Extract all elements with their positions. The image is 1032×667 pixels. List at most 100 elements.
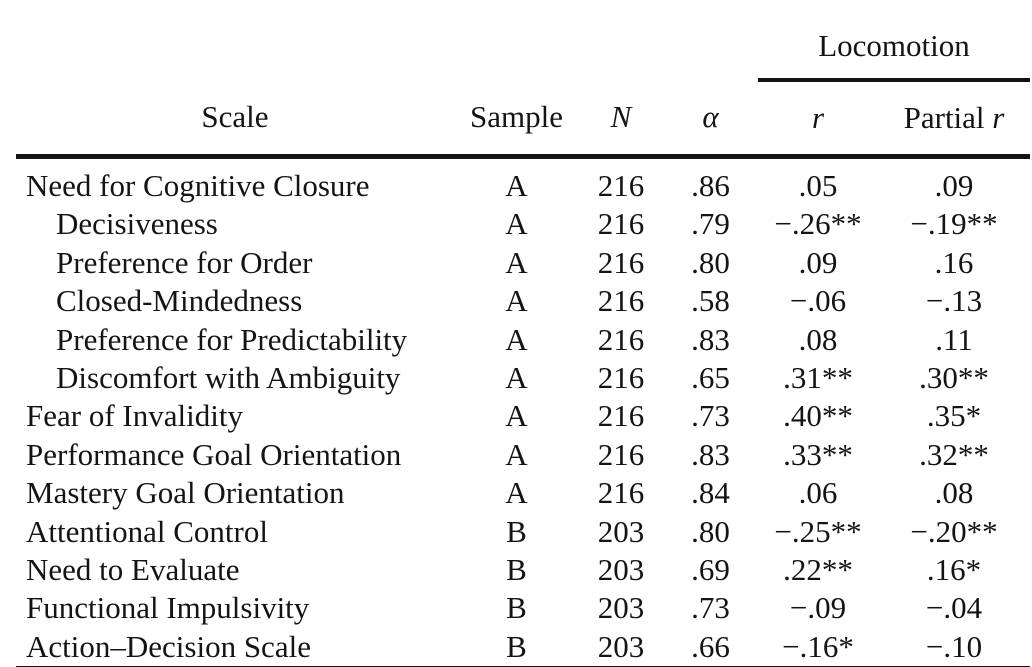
cell-scale: Fear of Invalidity <box>26 398 243 434</box>
cell-partial-r: .16* <box>926 552 982 588</box>
cell-alpha: .80 <box>691 513 730 549</box>
table-row: Closed-Mindedness A 216 .58 −.06 −.13 <box>16 282 1030 320</box>
table-body: Need for Cognitive Closure A 216 .86 .05 .09 D… <box>16 157 1031 667</box>
table-row: Fear of Invalidity A 216 .73 .40** .35* <box>16 397 1030 435</box>
cell-partial-r: .11 <box>935 321 973 357</box>
table-row: Decisiveness A 216 .79 −.26** −.19** <box>16 205 1030 243</box>
table-row: Performance Goal Orientation A 216 .83 .33**… <box>16 436 1030 474</box>
cell-partial-r: .09 <box>934 168 974 203</box>
cell-partial-r: .35* <box>926 398 982 434</box>
cell-sample: A <box>505 206 528 242</box>
col-header-partial-r: Partial r <box>878 80 1031 159</box>
column-header-row: Scale Sample N α r Partial r <box>16 80 1031 159</box>
cell-n: 216 <box>597 244 645 280</box>
cell-r: −.25** <box>774 513 862 549</box>
cell-alpha: .80 <box>691 244 730 280</box>
table-row: Discomfort with Ambiguity A 216 .65 .31** .30… <box>16 359 1030 397</box>
table-row: Mastery Goal Orientation A 216 .84 .06 .08 <box>16 474 1030 512</box>
table-header: Locomotion Scale Sample N α r <box>16 2 1031 159</box>
cell-r: .09 <box>798 244 838 280</box>
cell-r: .08 <box>798 321 838 357</box>
table-row: Functional Impulsivity B 203 .73 −.09 −.04 <box>16 589 1030 627</box>
spanner-locomotion: Locomotion <box>758 2 1031 82</box>
col-header-r: r <box>758 80 878 159</box>
cell-partial-r: −.20** <box>910 513 998 549</box>
cell-scale: Attentional Control <box>26 513 268 549</box>
cell-alpha: .79 <box>691 206 730 242</box>
table-row: Action–Decision Scale B 203.66 −.16* −.10 <box>16 627 1031 667</box>
cell-sample: B <box>506 552 527 588</box>
cell-alpha: .86 <box>691 168 730 203</box>
cell-sample: A <box>505 475 528 511</box>
cell-alpha: .83 <box>691 321 730 357</box>
cell-sample: A <box>505 244 528 280</box>
cell-sample: A <box>505 436 528 472</box>
spanner-empty-cell <box>16 2 758 80</box>
spanner-row: Locomotion <box>16 2 1031 82</box>
cell-alpha: .66 <box>663 627 758 667</box>
cell-n: 216 <box>597 360 645 396</box>
cell-scale: Performance Goal Orientation <box>26 436 402 472</box>
cell-alpha: .58 <box>691 283 730 319</box>
cell-scale: Need to Evaluate <box>26 552 240 588</box>
cell-r: .33** <box>783 436 853 472</box>
cell-r: .40** <box>783 398 853 434</box>
cell-r: −.16* <box>758 627 878 667</box>
spanner-locomotion-label: Locomotion <box>818 28 970 63</box>
cell-alpha: .83 <box>691 436 730 472</box>
cell-r: −.26** <box>774 206 862 242</box>
cell-scale: Need for Cognitive Closure <box>26 168 370 203</box>
cell-alpha: .73 <box>691 398 730 434</box>
cell-n: 216 <box>597 398 645 434</box>
cell-n: 203 <box>579 627 663 667</box>
cell-partial-r: .08 <box>934 475 974 511</box>
cell-scale: Closed-Mindedness <box>56 283 303 319</box>
cell-scale: Decisiveness <box>56 206 218 242</box>
table-row: Need to Evaluate B 203 .69 .22** .16* <box>16 551 1030 589</box>
cell-scale: Preference for Predictability <box>56 321 408 357</box>
cell-sample: A <box>505 360 528 396</box>
cell-n: 216 <box>597 321 645 357</box>
table-row: Preference for Predictability A 216 .83 .08.… <box>16 321 1030 359</box>
table-row: Attentional Control B 203 .80 −.25** −.20** <box>16 513 1030 551</box>
col-header-sample: Sample <box>454 80 579 159</box>
cell-n: 203 <box>597 552 645 588</box>
cell-n: 216 <box>597 475 645 511</box>
table-row: Need for Cognitive Closure A 216 .86 .05 .09 <box>16 157 1030 206</box>
cell-r: −.09 <box>789 590 847 626</box>
col-header-n: N <box>579 80 663 159</box>
cell-n: 203 <box>597 590 645 626</box>
col-header-alpha: α <box>663 80 758 159</box>
cell-partial-r: .16 <box>934 244 974 280</box>
cell-scale: Functional Impulsivity <box>26 590 310 626</box>
cell-alpha: .84 <box>691 475 730 511</box>
cell-partial-r: −.10 <box>878 627 1031 667</box>
cell-partial-r: −.19** <box>910 206 998 242</box>
cell-sample: A <box>505 168 528 203</box>
cell-sample: A <box>505 283 528 319</box>
col-header-scale: Scale <box>16 80 454 159</box>
cell-r: .05 <box>798 168 838 203</box>
cell-scale: Action–Decision Scale <box>16 627 454 667</box>
cell-n: 216 <box>597 283 645 319</box>
cell-sample: A <box>505 398 528 434</box>
cell-alpha: .65 <box>691 360 730 396</box>
cell-sample: B <box>506 513 527 549</box>
cell-n: 216 <box>597 436 645 472</box>
cell-sample: A <box>505 321 528 357</box>
cell-partial-r: −.04 <box>925 590 983 626</box>
table-row: Preference for Order A 216 .80 .09 .16 <box>16 244 1030 282</box>
cell-scale: Preference for Order <box>56 244 313 280</box>
cell-r: −.06 <box>789 283 847 319</box>
correlations-table: Locomotion Scale Sample N α r <box>16 2 1031 667</box>
cell-r: .22** <box>783 552 853 588</box>
cell-partial-r: .32** <box>919 436 989 472</box>
cell-r: .31** <box>783 360 853 396</box>
cell-n: 216 <box>597 168 645 203</box>
cell-alpha: .69 <box>691 552 730 588</box>
cell-sample: B <box>454 627 579 667</box>
cell-alpha: .73 <box>691 590 730 626</box>
cell-sample: B <box>506 590 527 626</box>
cell-scale: Discomfort with Ambiguity <box>56 360 401 396</box>
